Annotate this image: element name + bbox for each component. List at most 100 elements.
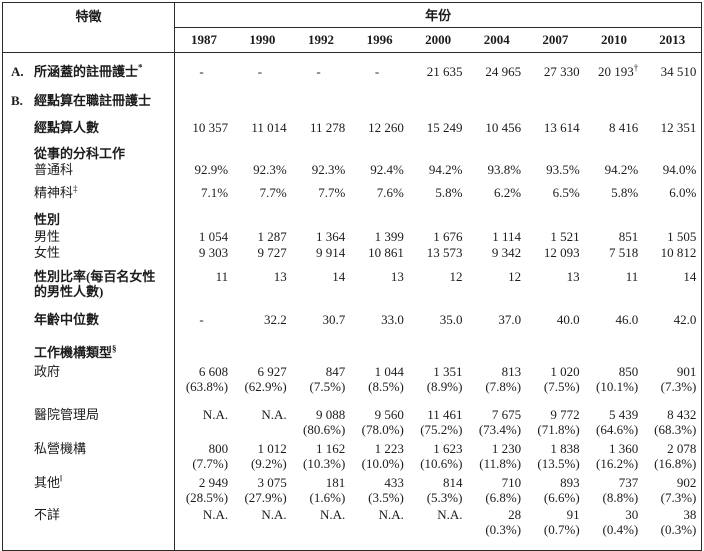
cell-median-age-2010: 46.0	[585, 299, 644, 327]
cell-value: 13	[566, 269, 580, 284]
table-row-number-enumerated: 經點算人數 10 357 11 014 11 278 12 260 15 249 10 45…	[2, 108, 702, 135]
cell-sex-ratio-1990: 13	[233, 260, 292, 299]
cell-enumerated-employed-2010	[585, 79, 644, 108]
cell-value: 11 278	[310, 120, 346, 135]
cell-female-1990: 9 727	[233, 244, 292, 260]
cell-percentage: (78.0%)	[361, 422, 404, 437]
cell-value: 94.2%	[604, 162, 639, 177]
cell-value: 1 399	[374, 229, 404, 244]
cell-others-2000: 814 (5.3%)	[409, 471, 468, 505]
row-label-text: 男性	[34, 229, 61, 244]
cell-value: 10 812	[660, 245, 697, 260]
cell-value: 13	[390, 269, 404, 284]
cell-covered-registered-nurses-1987: -	[175, 53, 234, 79]
cell-percentage: (63.8%)	[185, 379, 229, 394]
cell-org-type-2010	[585, 327, 644, 360]
cell-sex-2000	[409, 200, 468, 227]
cell-sex-2004	[467, 200, 526, 227]
table-row-male: 男性 1 054 1 287 1 364 1 399 1 676 1 114 1 521 851…	[2, 227, 702, 244]
cell-branch-of-work-2013	[643, 135, 702, 161]
cell-value	[292, 146, 346, 161]
row-label-branch-of-work: 從事的分科工作	[2, 135, 175, 161]
cell-number-enumerated-2010: 8 416	[585, 108, 644, 135]
cell-sex-ratio-1996: 13	[350, 260, 409, 299]
cell-covered-registered-nurses-2013: 34 510	[643, 53, 702, 79]
cell-number-enumerated-2013: 12 351	[643, 108, 702, 135]
row-label-text: 精神科	[34, 185, 74, 200]
cell-value	[350, 345, 404, 360]
cell-percentage	[350, 522, 404, 537]
cell-value	[350, 146, 404, 161]
cell-value: N.A.	[202, 507, 229, 522]
cell-value: 5 439	[609, 407, 639, 422]
cell-value	[467, 345, 521, 360]
cell-private-institutions-2013: 2 078 (16.8%)	[643, 437, 702, 471]
cell-value: 12 351	[660, 120, 697, 135]
cell-value	[585, 212, 639, 227]
row-label-hospital-authority: 醫院管理局	[2, 394, 175, 437]
cell-value: 7 675	[491, 407, 522, 422]
cell-value	[409, 345, 463, 360]
cell-value: 12	[449, 269, 463, 284]
cell-value	[175, 146, 228, 161]
cell-enumerated-employed-1987	[175, 79, 234, 108]
cell-median-age-1992: 30.7	[292, 299, 351, 327]
cell-sex-ratio-1987: 11	[175, 260, 234, 299]
cell-percentage: (3.5%)	[368, 490, 404, 505]
cell-psychiatric-stream-1990: 7.7%	[233, 177, 292, 200]
cell-percentage: (27.9%)	[244, 490, 287, 505]
cell-others-2010: 737 (8.8%)	[585, 471, 644, 505]
cell-others-1992: 181 (1.6%)	[292, 471, 351, 505]
cell-number-enumerated-2000: 15 249	[409, 108, 468, 135]
cell-percentage: (7.5%)	[543, 379, 580, 394]
cell-value	[526, 345, 580, 360]
cell-value: -	[257, 64, 263, 79]
cell-percentage: (9.2%)	[250, 456, 287, 471]
cell-covered-registered-nurses-1990: -	[233, 53, 292, 79]
row-label-text: 普通科	[34, 162, 74, 177]
cell-value	[643, 146, 696, 161]
table-row-org-type: 工作機構類型§	[2, 327, 702, 360]
cell-value: 6 927	[257, 364, 287, 379]
cell-value: 1 162	[316, 441, 346, 456]
cell-value: 9 303	[198, 245, 229, 260]
table-row-branch-of-work: 從事的分科工作	[2, 135, 702, 161]
cell-percentage: (28.5%)	[185, 490, 229, 505]
cell-hospital-authority-2000: 11 461 (75.2%)	[409, 394, 468, 437]
cell-value: 10 861	[368, 245, 404, 260]
cell-enumerated-employed-1996	[350, 79, 409, 108]
footnote-marker: †	[633, 62, 639, 73]
cell-median-age-2000: 35.0	[409, 299, 468, 327]
cell-enumerated-employed-2013	[643, 79, 702, 108]
row-label-text: 不詳	[34, 507, 61, 522]
cell-value: 1 364	[316, 229, 346, 244]
cell-value	[350, 212, 404, 227]
cell-value: 1 505	[667, 229, 697, 244]
year-group-header: 年份	[174, 2, 702, 28]
cell-number-enumerated-1987: 10 357	[175, 108, 234, 135]
cell-hospital-authority-2010: 5 439 (64.6%)	[585, 394, 644, 437]
cell-value: 15 249	[426, 120, 463, 135]
cell-value	[467, 146, 521, 161]
cell-value: 40.0	[556, 312, 580, 327]
cell-percentage: (6.8%)	[485, 490, 522, 505]
cell-value: 92.3%	[253, 162, 287, 177]
cell-value: 28	[508, 507, 522, 522]
cell-value: 847	[325, 364, 346, 379]
cell-enumerated-employed-2004	[467, 79, 526, 108]
cell-general-stream-1996: 92.4%	[350, 161, 409, 177]
cell-government-2013: 901 (7.3%)	[643, 360, 702, 394]
cell-private-institutions-2000: 1 623 (10.6%)	[409, 437, 468, 471]
cell-percentage: (5.3%)	[426, 490, 463, 505]
cell-value	[643, 345, 696, 360]
cell-branch-of-work-2010	[585, 135, 644, 161]
cell-value: 7.1%	[201, 185, 229, 200]
cell-female-2010: 7 518	[585, 244, 644, 260]
cell-others-1987: 2 949 (28.5%)	[175, 471, 234, 505]
cell-org-type-1996	[350, 327, 409, 360]
cell-percentage: (0.3%)	[485, 522, 522, 537]
cell-value: 710	[501, 475, 522, 490]
cell-percentage: (73.4%)	[478, 422, 522, 437]
cell-value: 42.0	[673, 312, 697, 327]
